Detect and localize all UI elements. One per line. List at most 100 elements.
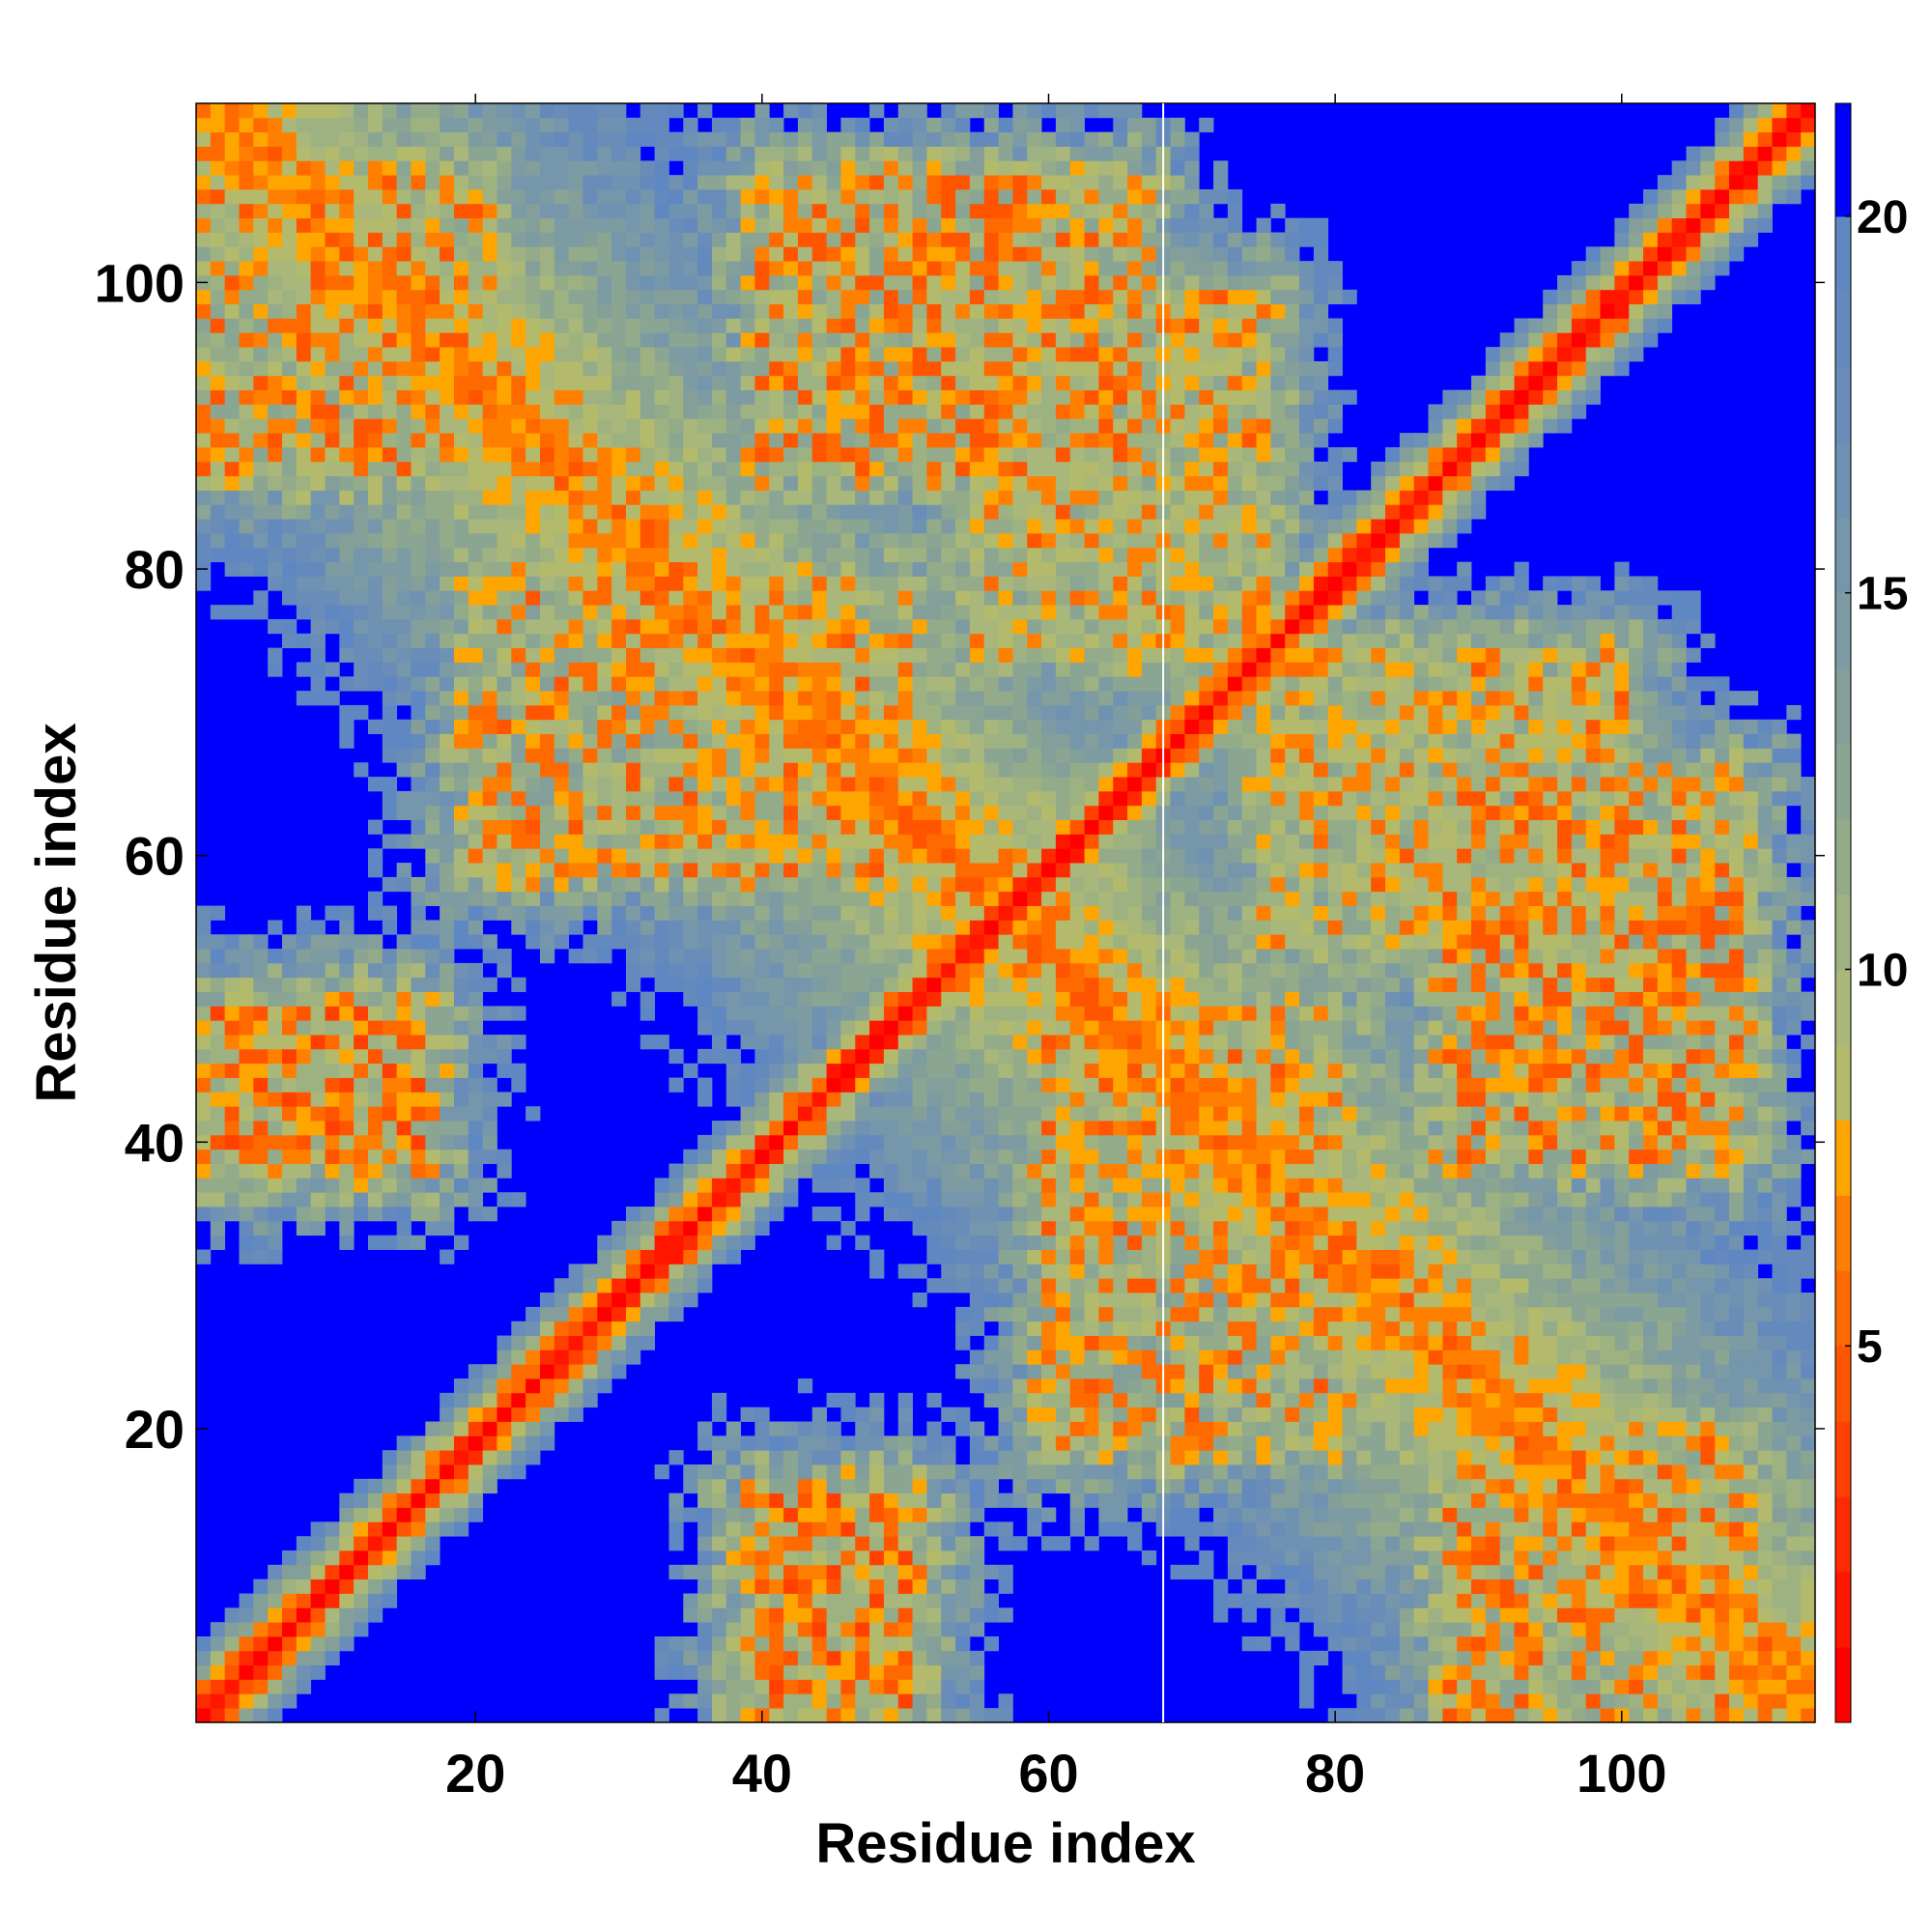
heatmap-cell <box>941 1708 956 1723</box>
heatmap-cell <box>941 246 956 262</box>
heatmap-cell <box>697 1006 713 1021</box>
heatmap-cell <box>296 949 312 964</box>
heatmap-cell <box>711 891 727 906</box>
heatmap-cell <box>941 232 956 247</box>
heatmap-cell <box>912 920 927 935</box>
heatmap-cell <box>811 719 827 734</box>
heatmap-cell <box>926 704 942 721</box>
heatmap-cell <box>625 160 641 176</box>
heatmap-cell <box>382 188 398 205</box>
heatmap-cell <box>382 977 398 992</box>
heatmap-cell <box>797 289 813 305</box>
heatmap-cell <box>497 103 512 119</box>
heatmap-cell <box>296 1063 312 1078</box>
heatmap-cell <box>897 131 913 147</box>
heatmap-cell <box>268 318 283 333</box>
heatmap-cell <box>897 1650 913 1666</box>
heatmap-cell <box>325 1092 340 1107</box>
heatmap-cell <box>811 289 827 305</box>
heatmap-cell <box>611 618 627 635</box>
heatmap-cell <box>396 805 412 820</box>
heatmap-cell <box>683 389 698 405</box>
heatmap-cell <box>697 934 713 950</box>
heatmap-cell <box>769 303 784 319</box>
heatmap-cell <box>697 160 713 176</box>
heatmap-cell <box>339 289 355 305</box>
heatmap-cell <box>769 1593 784 1608</box>
heatmap-cell <box>268 647 283 663</box>
heatmap-cell <box>711 905 727 921</box>
heatmap-cell <box>1012 418 1028 434</box>
heatmap-cell <box>797 1077 813 1093</box>
heatmap-cell <box>611 433 627 448</box>
heatmap-cell <box>826 633 841 649</box>
heatmap-cell <box>797 1679 813 1694</box>
heatmap-cell <box>396 246 412 262</box>
heatmap-cell <box>639 1335 656 1350</box>
heatmap-cell <box>1012 1121 1028 1136</box>
heatmap-cell <box>1012 1220 1028 1236</box>
heatmap-cell <box>396 748 412 763</box>
heatmap-cell <box>239 188 254 205</box>
heatmap-cell <box>855 790 870 807</box>
heatmap-cell <box>811 905 827 921</box>
heatmap-cell <box>941 704 956 721</box>
heatmap-cell <box>382 1149 398 1164</box>
heatmap-cell <box>711 777 727 792</box>
heatmap-cell <box>497 146 512 161</box>
heatmap-cell <box>969 977 985 992</box>
heatmap-cell <box>697 618 713 635</box>
heatmap-cell <box>740 905 755 921</box>
heatmap-cell <box>440 819 455 835</box>
heatmap-cell <box>526 633 541 649</box>
heatmap-cell <box>482 605 497 620</box>
heatmap-cell <box>955 318 971 333</box>
heatmap-cell <box>511 303 526 319</box>
heatmap-cell <box>511 347 526 362</box>
heatmap-cell <box>697 532 713 549</box>
heatmap-cell <box>597 777 612 792</box>
heatmap-cell <box>654 590 669 606</box>
heatmap-cell <box>511 1364 526 1379</box>
heatmap-cell <box>740 532 755 549</box>
heatmap-cell <box>998 748 1013 763</box>
heatmap-cell <box>983 532 999 549</box>
heatmap-cell <box>625 920 641 935</box>
heatmap-cell <box>769 863 784 878</box>
heatmap-cell <box>883 318 899 333</box>
heatmap-cell <box>367 261 384 276</box>
heatmap-cell <box>725 1192 742 1208</box>
heatmap-cell <box>955 1063 971 1078</box>
heatmap-cell <box>239 977 254 992</box>
heatmap-cell <box>268 289 283 305</box>
heatmap-cell <box>926 920 942 935</box>
heatmap-cell <box>526 834 541 849</box>
heatmap-cell <box>597 934 612 950</box>
heatmap-cell <box>998 1178 1013 1193</box>
heatmap-cell <box>783 475 799 491</box>
heatmap-cell <box>654 175 669 190</box>
heatmap-cell <box>840 647 856 663</box>
heatmap-cell <box>840 863 856 878</box>
heatmap-cell <box>883 977 899 992</box>
heatmap-cell <box>725 232 742 247</box>
heatmap-cell <box>683 261 698 276</box>
heatmap-cell <box>769 576 784 591</box>
heatmap-cell <box>754 633 770 649</box>
heatmap-cell <box>697 274 713 291</box>
heatmap-cell <box>239 1006 254 1021</box>
heatmap-cell <box>639 433 656 448</box>
heatmap-cell <box>611 1335 627 1350</box>
heatmap-cell <box>955 805 971 820</box>
heatmap-cell <box>296 1220 312 1236</box>
heatmap-cell <box>912 461 927 477</box>
heatmap-cell <box>725 490 742 505</box>
heatmap-cell <box>855 1664 870 1680</box>
heatmap-cell <box>611 160 627 176</box>
heatmap-cell <box>210 1035 226 1050</box>
heatmap-cell <box>711 1035 727 1050</box>
heatmap-cell <box>554 303 570 319</box>
heatmap-cell <box>411 691 426 706</box>
heatmap-cell <box>983 1192 999 1208</box>
heatmap-cell <box>855 232 870 247</box>
